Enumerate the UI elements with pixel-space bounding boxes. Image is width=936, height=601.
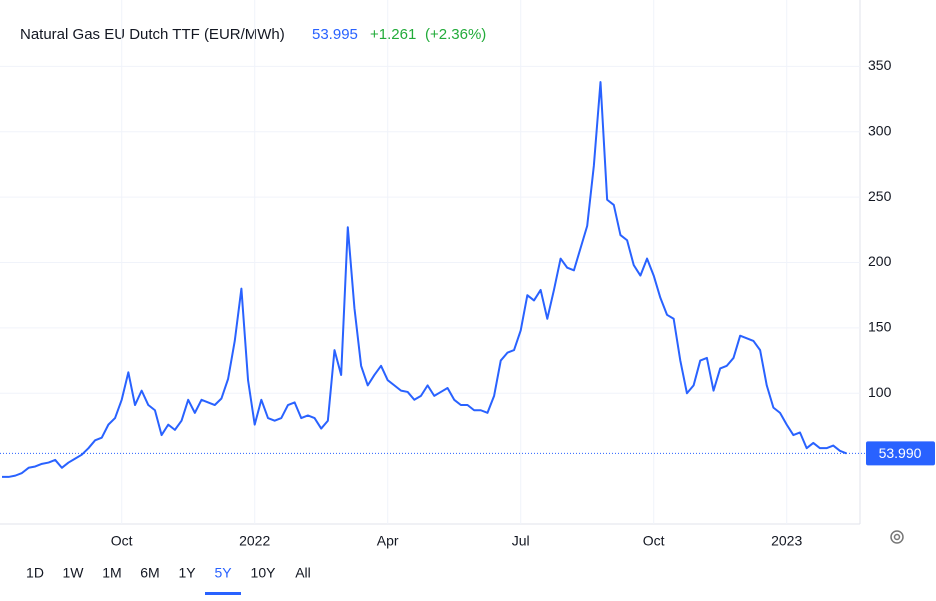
price-line bbox=[2, 81, 847, 478]
x-tick-label: Apr bbox=[377, 533, 399, 549]
last-price-badge bbox=[866, 441, 935, 466]
x-tick-label: Oct bbox=[111, 533, 133, 549]
range-button[interactable]: 1W bbox=[63, 565, 85, 581]
y-tick-label: 350 bbox=[868, 57, 892, 73]
quote-change-pct: (+2.36%) bbox=[425, 26, 486, 43]
y-tick-label: 300 bbox=[868, 122, 892, 138]
range-button[interactable]: 10Y bbox=[251, 565, 277, 581]
y-tick-label: 100 bbox=[868, 384, 892, 400]
range-selected-underline bbox=[205, 592, 241, 595]
quote-change: +1.261 bbox=[370, 26, 416, 43]
y-tick-label: 250 bbox=[868, 188, 892, 204]
range-button[interactable]: 6M bbox=[140, 565, 159, 581]
y-tick-label: 150 bbox=[868, 319, 892, 335]
quote-price: 53.995 bbox=[312, 26, 358, 43]
range-button[interactable]: 1Y bbox=[178, 565, 196, 581]
x-tick-label: 2022 bbox=[239, 533, 270, 549]
range-button[interactable]: 1D bbox=[26, 565, 44, 581]
settings-icon[interactable] bbox=[890, 530, 904, 544]
last-price-label: 53.990 bbox=[879, 445, 922, 461]
chart-title: Natural Gas EU Dutch TTF (EUR/MWh) bbox=[20, 26, 285, 43]
range-button[interactable]: 1M bbox=[102, 565, 121, 581]
y-tick-label: 200 bbox=[868, 253, 892, 269]
range-button[interactable]: 5Y bbox=[214, 565, 232, 581]
x-tick-label: Oct bbox=[643, 533, 665, 549]
x-tick-label: Jul bbox=[512, 533, 530, 549]
x-tick-label: 2023 bbox=[771, 533, 802, 549]
range-button[interactable]: All bbox=[295, 565, 311, 581]
